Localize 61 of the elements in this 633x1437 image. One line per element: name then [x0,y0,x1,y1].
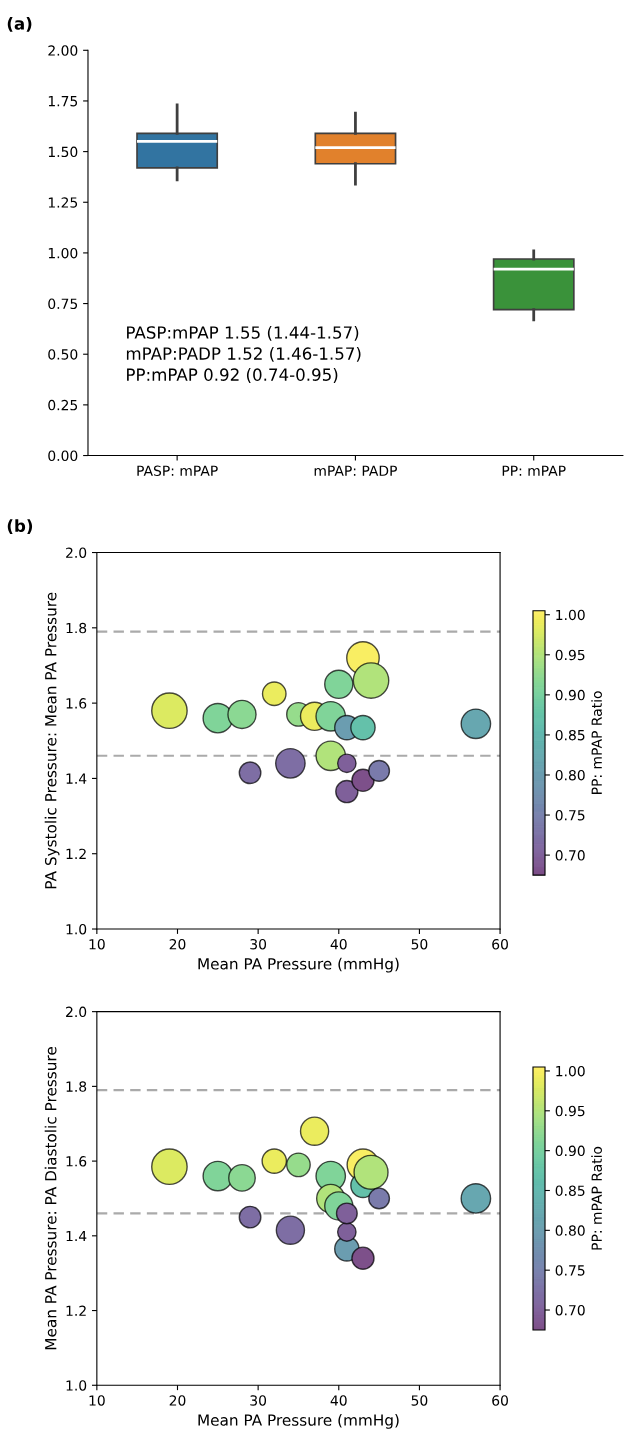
x-tick-label: mPAP: PADP [314,465,397,476]
annotation: mPAP:PADP 1.52 (1.46-1.57) [126,346,361,362]
annotation: PP:mPAP 0.92 (0.74-0.95) [127,368,338,383]
y-tick-label: 0.00 [48,450,78,461]
y-tick-label: 1.6 [66,698,87,709]
y-tick-label: 1.4 [66,1230,87,1242]
x-tick-label: 50 [411,938,428,950]
y-tick-label: 1.00 [48,247,78,259]
y-tick-label: 0.75 [48,298,78,310]
x-tick-label: 60 [492,938,508,950]
color-bar-label: 0.95 [555,649,585,661]
color-bar-title: PP: mPAP Ratio [591,1146,602,1250]
color-bar-label: 0.90 [555,689,585,701]
y-tick-label: 2.00 [48,45,78,56]
x-tick-label: PP: mPAP [502,465,566,476]
color-bar-title: PP: mPAP Ratio [591,691,602,794]
x-tick-label: 30 [250,938,267,950]
y-tick-label: 1.0 [66,1380,87,1391]
x-axis-title: Mean PA Pressure (mmHg) [198,957,399,973]
chart-title: (a) [7,16,32,32]
y-tick-label: 1.2 [66,1305,86,1316]
color-bar-label: 0.80 [555,769,585,781]
x-tick-label: PASP: mPAP [137,465,218,476]
color-bar-label: 0.85 [555,1185,585,1196]
x-tick-label: 30 [250,1395,267,1406]
x-tick-label: 10 [89,1395,105,1406]
y-axis-title: Mean PA Pressure: PA Diastolic Pressure [44,1047,57,1350]
x-tick-label: 60 [492,1395,508,1406]
x-tick-label: 40 [330,938,347,950]
y-tick-label: 0.50 [48,349,78,360]
y-tick-label: 2.0 [66,547,87,558]
y-tick-label: 1.0 [66,923,87,935]
y-tick-label: 1.4 [66,773,87,784]
y-axis-title: PA Systolic Pressure: Mean PA Pressure [44,592,60,889]
color-bar-label: 0.80 [555,1225,585,1236]
color-bar-label: 0.75 [555,810,585,821]
color-bar-label: 0.90 [555,1145,585,1157]
y-tick-label: 1.25 [48,197,78,208]
x-tick-label: 20 [169,938,186,950]
color-bar-label: 1.00 [556,609,585,621]
y-tick-label: 1.2 [66,848,86,859]
x-tick-label: 10 [89,938,105,950]
color-bar-label: 0.70 [555,1304,585,1316]
y-tick-label: 1.8 [66,1081,87,1092]
x-tick-label: 50 [411,1395,428,1406]
annotation: PASP:mPAP 1.55 (1.44-1.57) [127,325,359,341]
color-bar-label: 0.95 [555,1105,585,1117]
y-tick-label: 0.25 [48,399,78,411]
y-tick-label: 2.0 [66,1006,87,1018]
color-bar-label: 1.00 [556,1065,585,1077]
y-tick-label: 1.6 [66,1156,87,1167]
y-tick-label: 1.8 [66,622,87,634]
x-tick-label: 20 [169,1395,186,1406]
chart-title: (b) [7,519,33,535]
color-bar-label: 0.85 [555,729,585,741]
y-tick-label: 1.75 [48,96,78,107]
x-tick-label: 40 [330,1395,347,1406]
color-bar-label: 0.70 [555,850,585,861]
color-bar-label: 0.75 [555,1265,585,1276]
y-tick-label: 1.50 [48,146,78,158]
x-axis-title: Mean PA Pressure (mmHg) [198,1414,399,1429]
